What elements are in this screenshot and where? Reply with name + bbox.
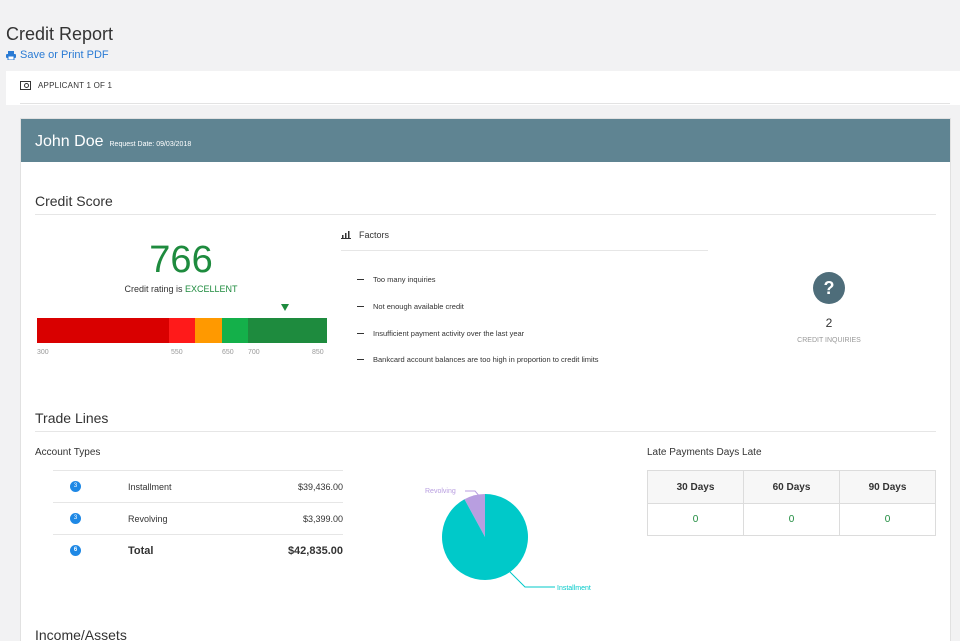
factors-divider [341,250,708,251]
account-type-amount: $39,436.00 [297,481,343,492]
count-badge: 6 [70,545,81,556]
credit-rating-value: EXCELLENT [185,284,238,294]
trade-lines-divider [35,431,936,432]
score-band [37,318,169,343]
pie-slice-revolving[interactable] [464,494,485,537]
factors-title: Factors [359,230,390,240]
applicant-name: John Doe [35,133,104,150]
score-band [247,318,327,343]
dash-icon [357,278,364,281]
page-title: Credit Report [6,24,114,44]
dash-icon [357,332,364,335]
request-date: Request Date: 09/03/2018 [109,141,192,148]
factor-item: Too many inquiries [357,275,436,284]
pie-leader-line [465,490,482,499]
account-type-amount: $42,835.00 [287,544,343,557]
late-payments-header: 30 Days [647,470,744,504]
applicant-label: APPLICANT 1 OF 1 [38,81,113,90]
report-card: John Doe Request Date: 09/03/2018 Credit… [20,118,951,641]
save-print-pdf-link[interactable]: Save or Print PDF [6,49,109,61]
factor-item: Insufficient payment activity over the l… [357,329,524,338]
score-bar [37,318,327,343]
count-badge: 3 [70,481,81,492]
score-band [195,318,222,343]
account-type-label: Installment [128,481,172,492]
pie-slice-installment[interactable] [442,494,528,580]
dash-icon [357,305,364,308]
late-payments-title: Late Payments Days Late [647,447,762,458]
factor-text: Bankcard account balances are too high i… [373,355,599,364]
factor-text: Insufficient payment activity over the l… [373,329,525,338]
late-payments-table: 30 Days 60 Days 90 Days 0 0 0 [647,470,936,536]
applicant-bar: APPLICANT 1 OF 1 [6,71,960,105]
account-types-title: Account Types [35,447,101,458]
score-band [168,318,196,343]
late-payments-header-row: 30 Days 60 Days 90 Days [647,470,936,504]
score-tick-label: 700 [248,349,260,356]
score-tick-label: 850 [312,349,324,356]
account-row-revolving: 3 Revolving $3,399.00 [53,502,343,534]
late-payments-value-row: 0 0 0 [647,503,936,536]
factor-text: Too many inquiries [373,275,436,284]
income-assets-title: Income/Assets [35,627,127,641]
credit-inquiries-count: 2 [825,316,833,330]
credit-inquiries-label: CREDIT INQUIRIES [797,337,861,344]
printer-icon [6,50,16,60]
score-band [221,318,248,343]
score-marker-icon [281,304,289,311]
score-tick-label: 650 [222,349,234,356]
count-badge: 3 [70,513,81,524]
credit-score-divider [35,214,936,215]
pie-leader-line [509,571,555,588]
applicant-header: John Doe Request Date: 09/03/2018 [21,119,950,162]
factor-text: Not enough available credit [373,302,464,311]
pie-label-installment: Installment [557,585,591,592]
save-print-pdf-label: Save or Print PDF [20,49,109,61]
late-payments-value: 0 [647,503,744,536]
score-tick-label: 300 [37,349,49,356]
late-payments-header: 60 Days [743,470,840,504]
account-type-label: Revolving [128,513,168,524]
factors-header: Factors [341,230,389,240]
account-type-label: Total [128,544,154,557]
applicant-icon [20,81,31,90]
score-tick-label: 550 [171,349,183,356]
bar-chart-icon [341,231,351,239]
factor-item: Bankcard account balances are too high i… [357,355,599,364]
account-row-total: 6 Total $42,835.00 [53,534,343,566]
factor-item: Not enough available credit [357,302,464,311]
trade-lines-title: Trade Lines [35,410,109,426]
late-payments-value: 0 [743,503,840,536]
credit-score-value: 766 [149,239,213,281]
question-circle-icon[interactable]: ? [813,272,845,304]
late-payments-value: 0 [839,503,936,536]
late-payments-header: 90 Days [839,470,936,504]
credit-rating-prefix: Credit rating is [124,284,185,294]
credit-rating: Credit rating is EXCELLENT [21,284,341,294]
account-type-amount: $3,399.00 [302,513,343,524]
applicant-divider [20,103,950,104]
account-row-installment: 3 Installment $39,436.00 [53,470,343,502]
credit-score-title: Credit Score [35,193,113,209]
pie-label-revolving: Revolving [425,488,456,495]
account-types-pie-chart: Revolving Installment [425,488,591,592]
dash-icon [357,358,364,361]
